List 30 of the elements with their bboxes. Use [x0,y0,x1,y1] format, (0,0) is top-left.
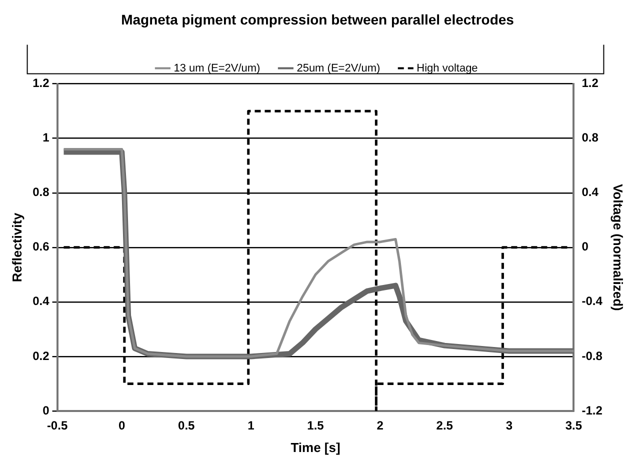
y2-tick-label: -1.2 [582,403,603,418]
chart-title: Magneta pigment compression between parallel electrodes [121,11,514,28]
x-axis-title: Time [s] [290,440,340,455]
x-tick-label: 1.5 [307,418,324,433]
y2-tick-label: 0 [582,240,589,254]
x-tick-label: 2.5 [436,418,454,433]
y2-tick-label: -0.8 [582,348,603,363]
legend-label: High voltage [416,62,478,74]
x-tick-label: 1 [248,418,255,433]
y2-tick-label: 0.4 [582,185,599,200]
x-tick-label: 2 [376,418,384,433]
y2-tick-label: 0.8 [582,130,599,145]
x-tick-label: -0.5 [46,418,68,433]
y-axis-title: Reflectivity [9,212,24,282]
y-tick-label: 0.4 [32,294,50,308]
y-tick-label: 1 [42,130,50,145]
y-tick-label: 0.6 [32,240,50,254]
legend-label: 25um (E=2V/um) [296,62,380,74]
y2-tick-label: -0.4 [582,294,603,308]
y2-tick-label: 1.2 [582,76,599,90]
x-tick-label: 3 [506,418,513,433]
y-tick-label: 1.2 [32,76,50,90]
x-tick-label: 0.5 [178,418,196,433]
y-tick-label: 0 [42,403,50,418]
x-tick-label: 3.5 [565,418,582,433]
y-tick-label: 0.8 [32,185,50,200]
x-tick-label: 0 [118,418,126,433]
y2-axis-title: Voltage (normalized) [610,184,626,311]
y-tick-label: 0.2 [32,348,50,363]
legend-label: 13 um (E=2V/um) [174,62,260,74]
